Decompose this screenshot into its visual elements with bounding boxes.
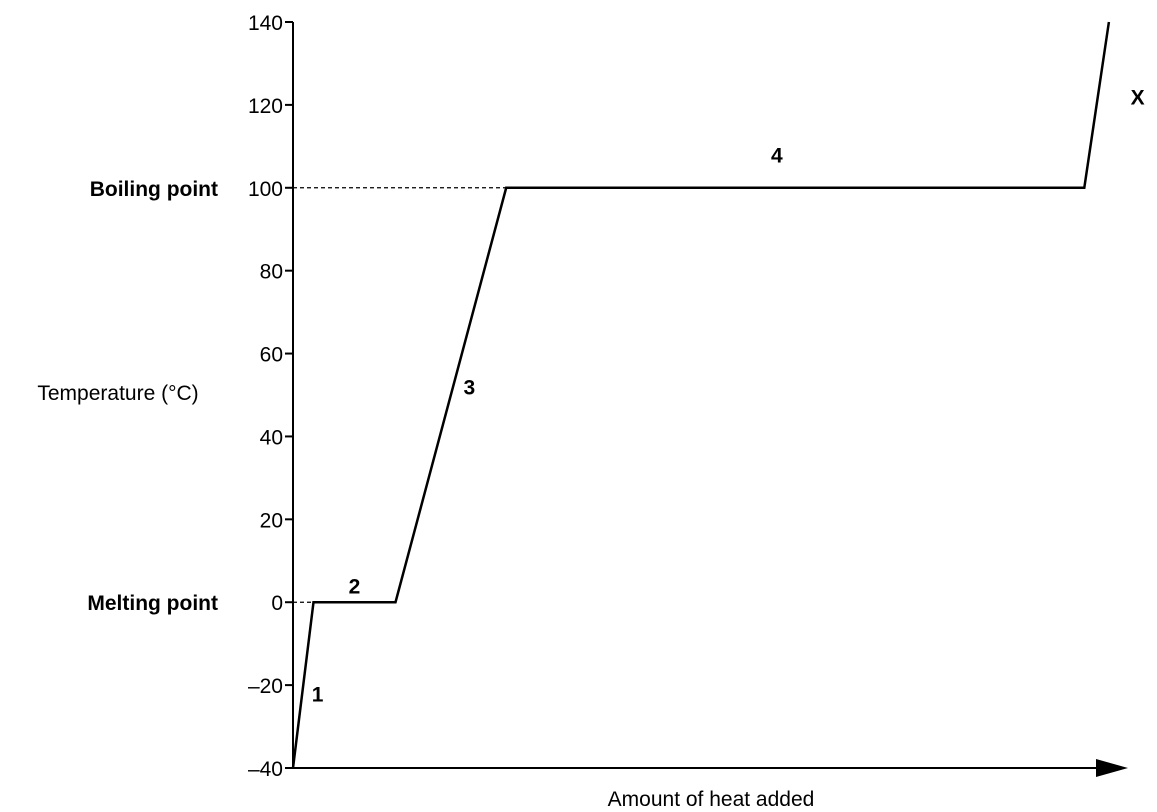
reference-line-label: Melting point <box>87 592 218 615</box>
y-tick-label: 80 <box>260 261 283 284</box>
x-axis-arrowhead <box>1096 759 1128 777</box>
segment-labels: 1 2 3 4 X <box>312 87 1145 707</box>
segment-label: 4 <box>771 145 783 168</box>
y-tick-label: –20 <box>248 675 283 698</box>
y-tick-label: 100 <box>248 178 283 201</box>
y-axis-title: Temperature (°C) <box>37 382 198 405</box>
y-ticks: –40 –20 0 20 40 60 80 100 120 140 <box>248 12 293 781</box>
segment-label: X <box>1131 87 1145 110</box>
reference-line-label: Boiling point <box>90 178 218 201</box>
y-tick-label: 0 <box>271 592 283 615</box>
y-tick-label: 140 <box>248 12 283 35</box>
heating-curve <box>291 21 1111 769</box>
segment-label: 2 <box>349 576 361 599</box>
y-tick-label: –40 <box>248 758 283 781</box>
y-tick-label: 40 <box>260 426 283 449</box>
y-tick-label: 60 <box>260 344 283 367</box>
reference-lines: Boiling point Melting point <box>87 178 507 615</box>
segment-label: 3 <box>463 377 475 400</box>
x-axis-title: Amount of heat added <box>608 788 815 811</box>
y-tick-label: 120 <box>248 95 283 118</box>
y-tick-label: 20 <box>260 509 283 532</box>
x-axis <box>293 759 1128 777</box>
segment-label: 1 <box>312 683 324 706</box>
